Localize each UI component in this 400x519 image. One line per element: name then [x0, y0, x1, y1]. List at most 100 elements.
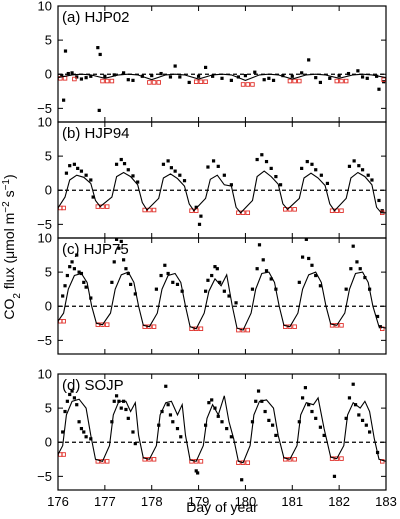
observation-point [250, 287, 255, 291]
observation-point [196, 74, 201, 78]
observation-point [70, 389, 74, 393]
observation-point [89, 296, 93, 300]
observation-point [360, 75, 365, 79]
observation-point [197, 222, 202, 226]
observation-point [243, 74, 248, 78]
observation-point [263, 409, 267, 414]
red-marker [156, 80, 161, 85]
observation-point [112, 399, 116, 403]
observation-point [154, 287, 158, 291]
red-marker [292, 457, 297, 462]
observation-point [166, 159, 170, 163]
observation-point [365, 76, 369, 80]
x-tick-label: 182 [328, 494, 350, 509]
observation-point [234, 301, 238, 305]
observation-point [79, 77, 84, 81]
red-marker [297, 78, 302, 84]
observation-point [347, 164, 352, 168]
model-line [58, 73, 386, 81]
observation-point [171, 420, 175, 424]
observation-point [368, 430, 372, 434]
observation-point [240, 478, 244, 482]
observation-point [360, 418, 365, 422]
red-marker [240, 327, 246, 333]
observation-point [207, 401, 211, 405]
y-tick-label: 5 [45, 401, 52, 416]
observation-point [304, 238, 308, 241]
red-marker [339, 456, 344, 461]
observation-point [70, 71, 74, 75]
observation-point [136, 180, 140, 184]
observation-point [255, 267, 259, 271]
x-tick-label: 181 [281, 494, 303, 509]
x-tick-label: 180 [235, 494, 257, 509]
observation-point [222, 289, 226, 293]
observation-point [77, 270, 81, 274]
observation-point [173, 64, 177, 68]
observation-point [366, 173, 370, 177]
observation-point [187, 80, 191, 85]
observation-point [274, 174, 278, 179]
observation-point [131, 174, 135, 178]
observation-point [63, 409, 67, 414]
observation-point [171, 280, 175, 284]
observation-point [325, 181, 330, 186]
observation-point [261, 258, 265, 262]
observation-point [66, 71, 70, 76]
observation-point [204, 65, 208, 70]
x-tick-label: 183 [375, 494, 397, 509]
observation-point [122, 258, 126, 262]
observation-point [307, 403, 311, 407]
red-marker [339, 78, 344, 84]
red-marker [62, 76, 68, 81]
observation-point [322, 433, 326, 438]
x-tick-label: 176 [47, 494, 69, 509]
observation-point [281, 74, 285, 78]
observation-point [269, 166, 273, 170]
observation-point [269, 277, 273, 281]
observation-point [303, 386, 308, 390]
plot-area [58, 153, 386, 226]
red-marker [151, 324, 157, 329]
panel-frame [57, 373, 387, 491]
observation-point [126, 416, 130, 420]
panel-frame [57, 237, 387, 355]
y-axis-title-co: CO [1, 299, 17, 320]
observation-point [70, 260, 74, 264]
observation-point [337, 74, 341, 78]
observation-point [351, 244, 355, 248]
observation-point [300, 71, 304, 75]
observation-point [114, 162, 119, 166]
observation-point [300, 166, 304, 170]
observation-point [110, 280, 114, 284]
y-tick-label: 10 [38, 231, 52, 246]
observation-point [227, 294, 231, 298]
observation-point [216, 164, 220, 168]
observation-point [124, 267, 128, 271]
observation-point [225, 426, 229, 431]
y-tick-label: 10 [38, 115, 52, 130]
observation-point [159, 71, 163, 76]
observation-point [264, 159, 269, 164]
observation-point [377, 87, 381, 91]
red-marker [151, 457, 157, 462]
observation-point [75, 75, 79, 79]
observation-point [300, 396, 305, 400]
red-marker [61, 452, 66, 457]
observation-point [346, 71, 351, 76]
y-tick-label: −5 [37, 469, 52, 484]
observation-point [63, 284, 67, 288]
red-marker [142, 457, 147, 462]
observation-point [256, 389, 261, 393]
plot-area [58, 382, 386, 482]
observation-point [164, 384, 168, 388]
observation-point [264, 269, 269, 273]
observation-point [305, 159, 309, 164]
observation-point [215, 267, 219, 271]
red-marker [250, 82, 255, 87]
observation-point [254, 399, 258, 403]
panel-label: (a) HJP02 [62, 9, 130, 26]
observation-point [82, 430, 86, 434]
observation-point [364, 423, 368, 427]
